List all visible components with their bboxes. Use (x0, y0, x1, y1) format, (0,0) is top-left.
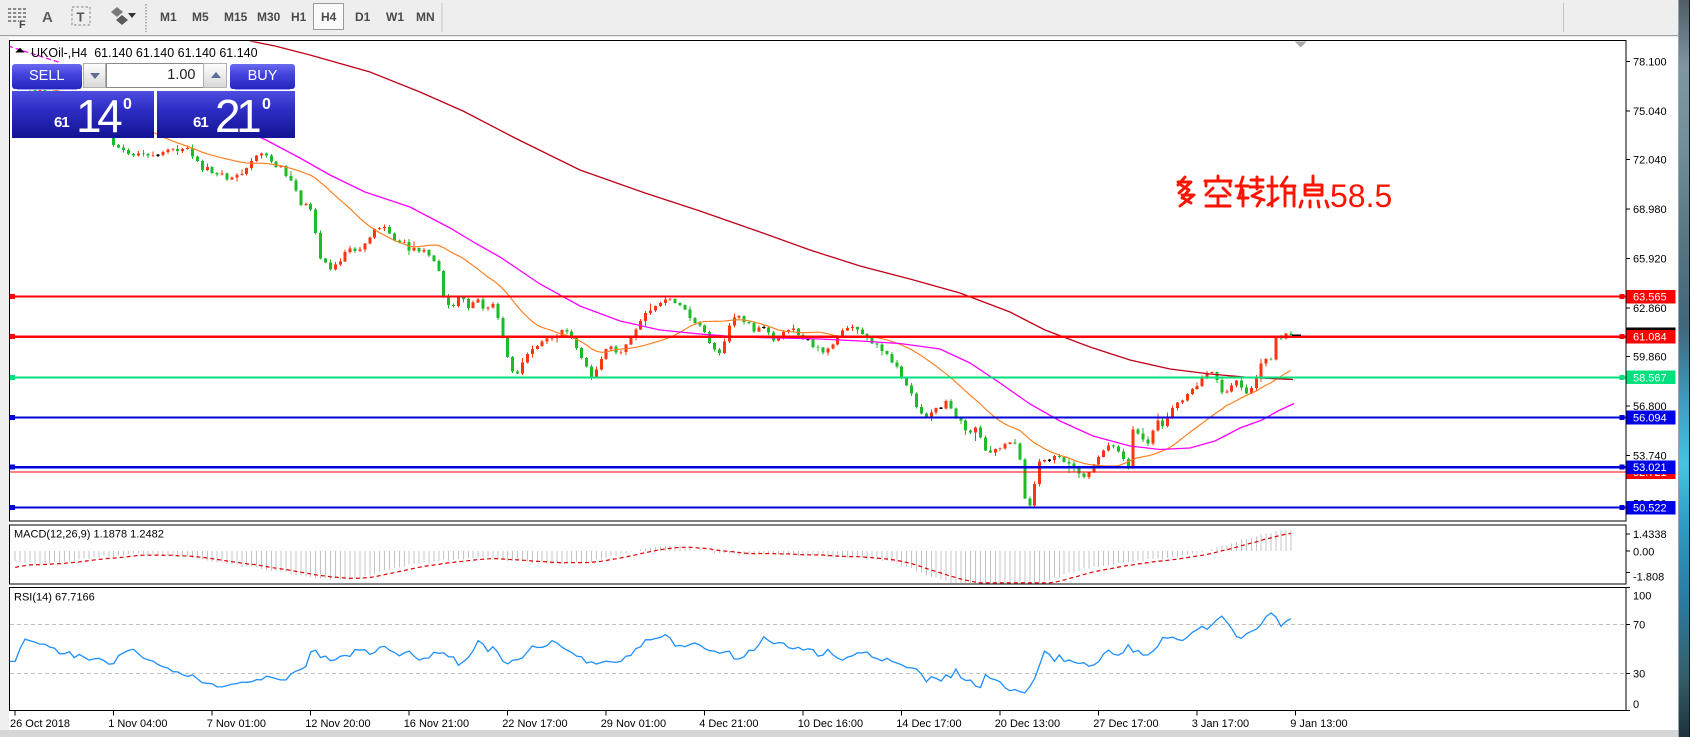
svg-text:-1.808: -1.808 (1633, 571, 1664, 583)
svg-text:56.094: 56.094 (1633, 413, 1667, 425)
svg-text:1 Nov 04:00: 1 Nov 04:00 (108, 718, 167, 730)
svg-text:T: T (77, 10, 85, 25)
svg-text:3 Jan 17:00: 3 Jan 17:00 (1192, 718, 1250, 730)
svg-text:16 Nov 21:00: 16 Nov 21:00 (404, 718, 469, 730)
svg-text:10 Dec 16:00: 10 Dec 16:00 (798, 718, 863, 730)
svg-text:22 Nov 17:00: 22 Nov 17:00 (502, 718, 567, 730)
svg-text:75.040: 75.040 (1633, 106, 1667, 118)
svg-text:F: F (19, 19, 26, 31)
svg-text:9 Jan 13:00: 9 Jan 13:00 (1290, 718, 1348, 730)
svg-text:UKOil-,H4 61.140 61.140 61.14: UKOil-,H4 61.140 61.140 61.140 61.140 (31, 46, 258, 60)
svg-text:4 Dec 21:00: 4 Dec 21:00 (699, 718, 758, 730)
svg-text:20 Dec 13:00: 20 Dec 13:00 (995, 718, 1060, 730)
svg-text:70: 70 (1633, 619, 1645, 631)
svg-text:30: 30 (1633, 669, 1645, 681)
svg-text:78.100: 78.100 (1633, 56, 1667, 68)
svg-text:MACD(12,26,9) 1.1878 1.2482: MACD(12,26,9) 1.1878 1.2482 (14, 529, 164, 541)
svg-text:A: A (42, 9, 53, 26)
svg-text:53.021: 53.021 (1633, 462, 1667, 474)
svg-text:12 Nov 20:00: 12 Nov 20:00 (305, 718, 370, 730)
svg-text:53.740: 53.740 (1633, 451, 1667, 463)
svg-text:26 Oct 2018: 26 Oct 2018 (10, 718, 70, 730)
svg-text:59.860: 59.860 (1633, 352, 1667, 364)
svg-text:0: 0 (1633, 699, 1639, 711)
svg-text:58.567: 58.567 (1633, 372, 1667, 384)
svg-text:100: 100 (1633, 591, 1651, 603)
svg-text:29 Nov 01:00: 29 Nov 01:00 (601, 718, 666, 730)
svg-text:50.522: 50.522 (1633, 503, 1667, 515)
svg-text:56.800: 56.800 (1633, 401, 1667, 413)
svg-text:1.4338: 1.4338 (1633, 529, 1667, 541)
svg-text:72.040: 72.040 (1633, 155, 1667, 167)
svg-text:7 Nov 01:00: 7 Nov 01:00 (207, 718, 266, 730)
svg-text:65.920: 65.920 (1633, 254, 1667, 266)
svg-text:0.00: 0.00 (1633, 546, 1654, 558)
svg-text:14 Dec 17:00: 14 Dec 17:00 (896, 718, 961, 730)
svg-text:58.5: 58.5 (1330, 178, 1392, 214)
svg-text:68.980: 68.980 (1633, 204, 1667, 216)
svg-text:63.565: 63.565 (1633, 292, 1667, 304)
svg-text:27 Dec 17:00: 27 Dec 17:00 (1093, 718, 1158, 730)
svg-text:61.084: 61.084 (1633, 332, 1667, 344)
svg-text:RSI(14) 67.7166: RSI(14) 67.7166 (14, 592, 95, 604)
svg-text:62.860: 62.860 (1633, 303, 1667, 315)
